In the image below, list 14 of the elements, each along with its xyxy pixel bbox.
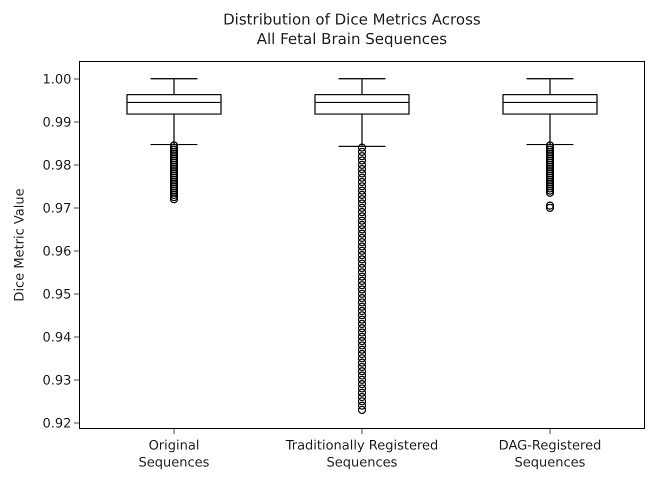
chart-title: Distribution of Dice Metrics Across All Fetal Brain Sequences [223, 10, 481, 48]
y-tick-label: 0.98 [42, 158, 72, 174]
y-tick-label: 0.95 [42, 287, 72, 302]
y-tick-label: 0.92 [42, 416, 72, 432]
x-tick-label: Original Sequences [138, 438, 210, 470]
y-tick-label: 0.94 [42, 330, 72, 346]
y-axis-title: Dice Metric Value [12, 188, 28, 302]
y-tick-label: 0.99 [42, 115, 72, 130]
y-tick-label: 1.00 [42, 72, 72, 88]
x-tick-label: Traditionally Registered Sequences [284, 438, 438, 470]
y-tick-label: 0.97 [42, 201, 72, 216]
x-tick-label: DAG-Registered Sequences [498, 438, 602, 470]
y-tick-label: 0.96 [42, 244, 72, 260]
y-tick-label: 0.93 [42, 373, 72, 388]
